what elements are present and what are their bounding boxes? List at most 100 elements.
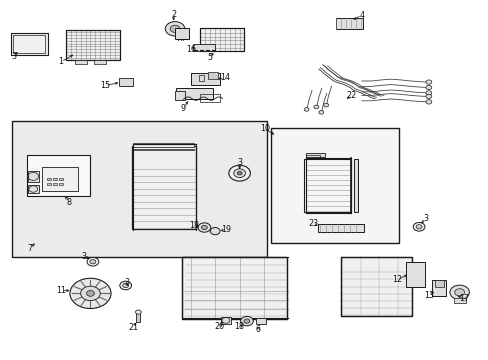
Text: 22: 22 <box>346 91 355 100</box>
Bar <box>431 280 446 296</box>
Circle shape <box>415 225 421 229</box>
Circle shape <box>412 222 424 231</box>
Bar <box>28 171 39 182</box>
Circle shape <box>323 103 328 107</box>
Text: 3: 3 <box>124 278 129 287</box>
Bar <box>132 146 195 229</box>
Circle shape <box>233 169 245 177</box>
Bar <box>193 44 215 51</box>
Circle shape <box>449 285 468 300</box>
Bar <box>136 313 140 322</box>
Bar <box>207 72 217 79</box>
Bar <box>271 128 398 243</box>
Bar <box>190 73 220 85</box>
Text: 6: 6 <box>255 325 260 334</box>
Circle shape <box>120 281 131 290</box>
Bar <box>59 183 62 185</box>
Circle shape <box>170 25 180 32</box>
Text: 3: 3 <box>237 158 242 167</box>
Text: 7: 7 <box>28 244 33 253</box>
Text: 18: 18 <box>189 220 199 230</box>
Bar <box>176 88 213 99</box>
Text: 12: 12 <box>391 275 401 284</box>
Circle shape <box>425 85 431 90</box>
Circle shape <box>81 286 100 301</box>
Text: 17: 17 <box>459 294 468 302</box>
Bar <box>406 262 424 287</box>
Text: 3: 3 <box>81 252 86 261</box>
Bar <box>255 318 265 324</box>
Text: 9: 9 <box>181 104 185 113</box>
Circle shape <box>237 171 242 175</box>
Text: 4: 4 <box>359 11 364 20</box>
Circle shape <box>454 289 464 296</box>
Bar <box>47 183 51 185</box>
Bar <box>119 78 133 86</box>
Circle shape <box>70 278 111 309</box>
Text: 5: 5 <box>207 53 212 62</box>
Circle shape <box>425 80 431 84</box>
Bar <box>200 28 244 51</box>
Bar <box>304 159 350 212</box>
Bar <box>12 121 266 257</box>
Bar <box>74 60 87 64</box>
Circle shape <box>228 165 250 181</box>
Circle shape <box>201 225 207 230</box>
Bar <box>175 28 188 39</box>
Bar <box>28 185 39 193</box>
Text: 2: 2 <box>171 10 176 19</box>
Bar <box>47 178 51 180</box>
Text: 19: 19 <box>221 225 230 234</box>
Text: 15: 15 <box>100 81 110 90</box>
Text: 8: 8 <box>67 198 72 207</box>
Bar <box>182 257 287 319</box>
Bar <box>59 178 62 180</box>
Bar <box>27 155 90 196</box>
Bar <box>182 257 287 319</box>
Bar <box>11 33 48 55</box>
Text: 1: 1 <box>59 58 63 67</box>
Circle shape <box>86 291 94 296</box>
Text: 11: 11 <box>56 286 66 295</box>
Bar <box>53 183 57 185</box>
Bar <box>341 257 411 316</box>
Circle shape <box>425 100 431 104</box>
Bar <box>175 91 184 100</box>
Bar <box>133 143 194 147</box>
Text: 23: 23 <box>307 220 317 229</box>
Bar <box>305 155 320 158</box>
Bar <box>336 18 362 29</box>
Bar <box>200 94 220 102</box>
Circle shape <box>87 257 99 266</box>
Bar <box>453 298 465 303</box>
Text: 20: 20 <box>214 323 224 331</box>
Text: 3: 3 <box>11 52 16 61</box>
Bar <box>199 76 203 81</box>
Circle shape <box>198 223 210 232</box>
Bar <box>41 167 78 191</box>
Bar <box>220 317 231 324</box>
Bar <box>133 149 194 150</box>
Text: 18: 18 <box>234 323 244 331</box>
Text: 3: 3 <box>422 214 427 223</box>
Text: 13: 13 <box>423 292 433 300</box>
Circle shape <box>240 316 253 326</box>
Circle shape <box>165 22 184 36</box>
Text: 21: 21 <box>128 323 138 332</box>
Circle shape <box>425 91 431 95</box>
Bar <box>341 257 411 316</box>
Text: 14: 14 <box>220 73 229 82</box>
Bar <box>13 35 45 53</box>
Bar <box>53 178 57 180</box>
Circle shape <box>244 319 249 323</box>
Bar <box>66 30 120 60</box>
Circle shape <box>318 111 323 114</box>
Text: 10: 10 <box>260 125 269 134</box>
Circle shape <box>210 228 220 235</box>
Circle shape <box>425 94 431 99</box>
Bar <box>434 280 443 287</box>
Text: 16: 16 <box>185 45 195 54</box>
Bar <box>94 60 106 64</box>
Circle shape <box>135 310 141 314</box>
Bar <box>200 28 244 51</box>
